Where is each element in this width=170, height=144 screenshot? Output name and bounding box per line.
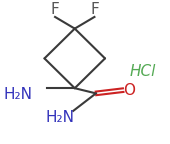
Text: O: O [123, 83, 135, 98]
Text: F: F [90, 2, 99, 17]
Text: H₂N: H₂N [3, 87, 32, 102]
Text: H₂N: H₂N [45, 110, 74, 125]
Text: F: F [51, 2, 59, 17]
Text: HCl: HCl [130, 64, 156, 79]
